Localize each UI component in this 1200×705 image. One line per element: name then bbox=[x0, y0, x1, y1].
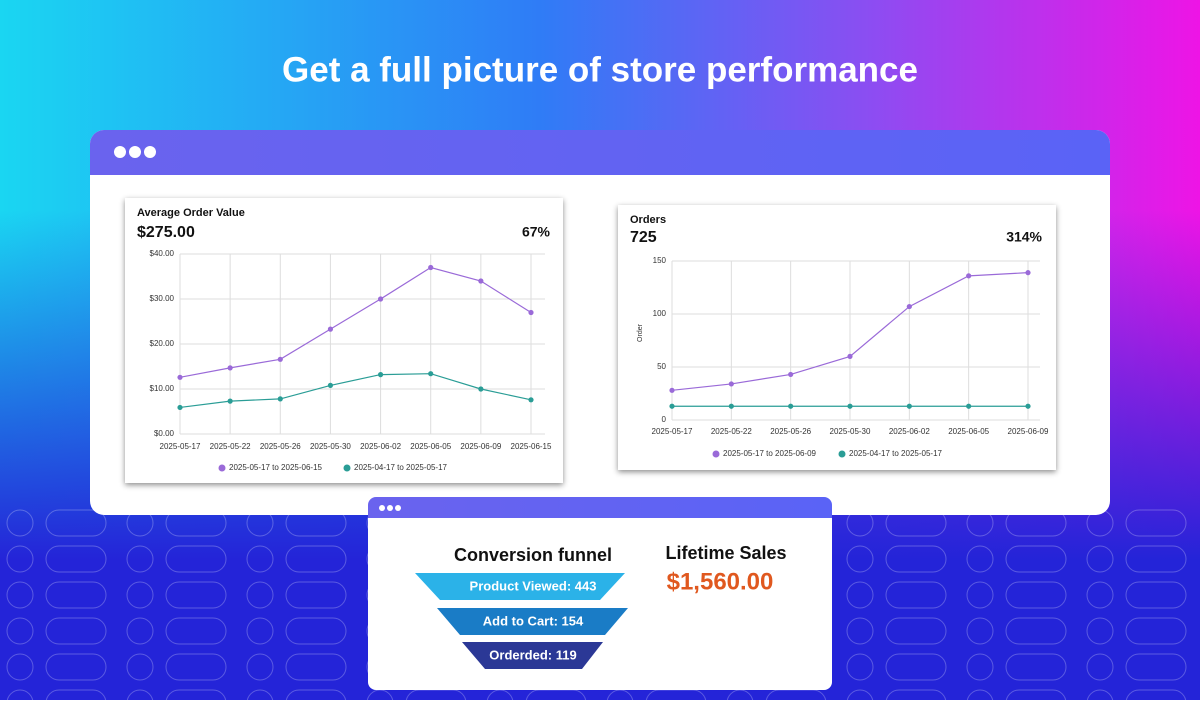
y-tick-label: 100 bbox=[653, 309, 667, 318]
x-tick-label: 2025-05-26 bbox=[260, 442, 301, 451]
y-tick-label: $20.00 bbox=[150, 339, 175, 348]
legend-marker bbox=[712, 450, 720, 458]
point bbox=[966, 403, 972, 409]
window-dot bbox=[387, 505, 393, 511]
point bbox=[788, 371, 794, 378]
chart-change: 67% bbox=[522, 224, 551, 240]
legend-label: 2025-04-17 to 2025-05-17 bbox=[849, 449, 943, 458]
point bbox=[377, 372, 384, 378]
x-tick-label: 2025-05-30 bbox=[830, 427, 871, 436]
legend-label: 2025-05-17 to 2025-06-15 bbox=[229, 463, 323, 472]
window-bar bbox=[90, 130, 1110, 175]
x-tick-label: 2025-05-22 bbox=[210, 442, 251, 451]
point bbox=[327, 326, 334, 332]
y-tick-label: $0.00 bbox=[154, 429, 175, 438]
point bbox=[277, 356, 283, 362]
window-dot bbox=[144, 146, 156, 158]
chart-summary: $275.00 bbox=[137, 224, 195, 241]
x-tick-label: 2025-06-05 bbox=[410, 442, 451, 451]
point bbox=[1025, 403, 1031, 409]
y-tick-label: 150 bbox=[653, 256, 667, 265]
point bbox=[227, 398, 233, 404]
y-tick-label: 50 bbox=[657, 362, 666, 371]
x-tick-label: 2025-06-09 bbox=[460, 442, 501, 451]
point bbox=[177, 374, 183, 380]
chart-card bbox=[618, 205, 1056, 470]
point bbox=[669, 403, 675, 409]
window-dot bbox=[129, 146, 141, 158]
funnel-stage bbox=[462, 642, 603, 669]
x-tick-label: 2025-06-05 bbox=[948, 427, 989, 436]
legend-marker bbox=[838, 450, 846, 458]
funnel-label: Add to Cart: 154 bbox=[483, 613, 584, 628]
chart-change: 314% bbox=[1006, 229, 1042, 245]
point bbox=[377, 296, 384, 302]
point bbox=[478, 278, 484, 284]
point bbox=[728, 403, 734, 409]
point bbox=[966, 273, 972, 279]
chart-card bbox=[125, 198, 563, 483]
y-tick-label: 0 bbox=[662, 415, 667, 424]
x-tick-label: 2025-06-09 bbox=[1008, 427, 1049, 436]
y-axis-label: Order bbox=[637, 323, 644, 342]
point bbox=[327, 382, 334, 388]
funnel-title: Conversion funnel bbox=[454, 545, 612, 565]
line bbox=[179, 373, 532, 409]
sales-title: Lifetime Sales bbox=[665, 543, 786, 563]
x-tick-label: 2025-06-15 bbox=[511, 442, 552, 451]
x-tick-label: 2025-05-30 bbox=[310, 442, 351, 451]
point bbox=[1025, 270, 1031, 276]
chart-title: Average Order Value bbox=[137, 207, 245, 219]
chart-summary: 725 bbox=[630, 229, 657, 246]
window-dot bbox=[395, 505, 401, 511]
funnel-label: Orderded: 119 bbox=[489, 647, 576, 662]
x-tick-label: 2025-06-02 bbox=[360, 442, 401, 451]
window-dot bbox=[114, 146, 126, 158]
point bbox=[478, 386, 484, 392]
point bbox=[906, 403, 912, 409]
x-tick-label: 2025-05-17 bbox=[652, 427, 693, 436]
x-tick-label: 2025-05-22 bbox=[711, 427, 752, 436]
point bbox=[906, 303, 912, 310]
y-tick-label: $10.00 bbox=[150, 384, 175, 393]
x-tick-label: 2025-05-17 bbox=[160, 442, 201, 451]
point bbox=[428, 264, 434, 271]
point bbox=[227, 365, 233, 371]
funnel-label: Product Viewed: 443 bbox=[470, 578, 597, 593]
y-tick-label: $30.00 bbox=[150, 294, 175, 303]
point bbox=[528, 309, 534, 316]
y-tick-label: $40.00 bbox=[150, 249, 175, 258]
sales-value: $1,560.00 bbox=[667, 568, 774, 595]
point bbox=[847, 353, 853, 359]
window-dot bbox=[379, 505, 385, 511]
point bbox=[277, 396, 283, 402]
legend-marker bbox=[218, 464, 226, 472]
line bbox=[179, 266, 532, 378]
small-window-bar bbox=[368, 497, 832, 518]
funnel-stage bbox=[437, 608, 628, 635]
point bbox=[788, 403, 794, 409]
funnel-stage bbox=[415, 573, 625, 600]
legend-label: 2025-04-17 to 2025-05-17 bbox=[354, 463, 448, 472]
point bbox=[428, 371, 434, 377]
x-tick-label: 2025-06-02 bbox=[889, 427, 930, 436]
chart-title: Orders bbox=[630, 214, 666, 226]
point bbox=[528, 397, 534, 403]
page-title: Get a full picture of store performance bbox=[282, 50, 918, 89]
point bbox=[669, 387, 675, 393]
x-tick-label: 2025-05-26 bbox=[770, 427, 811, 436]
point bbox=[728, 381, 734, 387]
legend-label: 2025-05-17 to 2025-06-09 bbox=[723, 449, 817, 458]
legend-marker bbox=[343, 464, 351, 472]
point bbox=[177, 404, 183, 411]
point bbox=[847, 403, 853, 409]
